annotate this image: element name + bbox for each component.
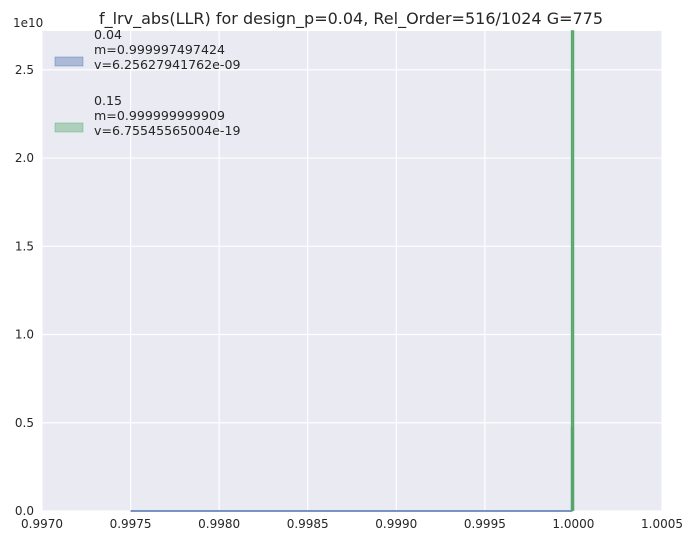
x-tick-label: 1.0005 [641,517,683,531]
y-tick-label: 1.0 [15,328,34,342]
legend-label: m=0.999997497424 [94,42,225,57]
y-tick-label: 0.5 [15,416,34,430]
x-tick-label: 0.9980 [198,517,240,531]
y-tick-label: 2.5 [15,63,34,77]
legend-label: m=0.999999999909 [94,108,225,123]
plot-background [42,31,662,511]
legend-label: 0.04 [94,27,122,42]
series-layer [130,30,575,512]
y-tick-label: 1.5 [15,239,34,253]
legend-label: 0.15 [94,93,122,108]
legend-label: v=6.25627941762e-09 [94,57,240,72]
y-tick-label: 0.0 [15,504,34,518]
y-multiplier-label: 1e10 [13,16,43,30]
y-tick-labels: 0.0 0.5 1.0 1.5 2.0 2.5 [15,63,34,518]
legend-swatch [54,122,84,133]
x-tick-labels: 0.9970 0.9975 0.9980 0.9985 0.9990 0.9995 1.00… [21,517,683,531]
chart-title: f_lrv_abs(LLR) for design_p=0.04, Rel_Or… [99,9,603,29]
y-tick-label: 2.0 [15,151,34,165]
x-tick-label: 1.0000 [552,517,594,531]
legend-swatch [54,56,84,67]
x-tick-label: 0.9990 [375,517,417,531]
series-2-line [570,30,575,511]
legend-entry-1: 0.04 m=0.999997497424 v=6.25627941762e-0… [54,27,240,72]
x-tick-label: 0.9970 [21,517,63,531]
x-tick-label: 0.9995 [464,517,506,531]
legend-entry-2: 0.15 m=0.999999999909 v=6.75545565004e-1… [54,93,240,138]
legend-label: v=6.75545565004e-19 [94,123,240,138]
x-tick-label: 0.9975 [110,517,152,531]
x-tick-label: 0.9985 [287,517,329,531]
grid-lines [41,31,663,512]
legend: 0.04 m=0.999997497424 v=6.25627941762e-0… [54,27,240,138]
